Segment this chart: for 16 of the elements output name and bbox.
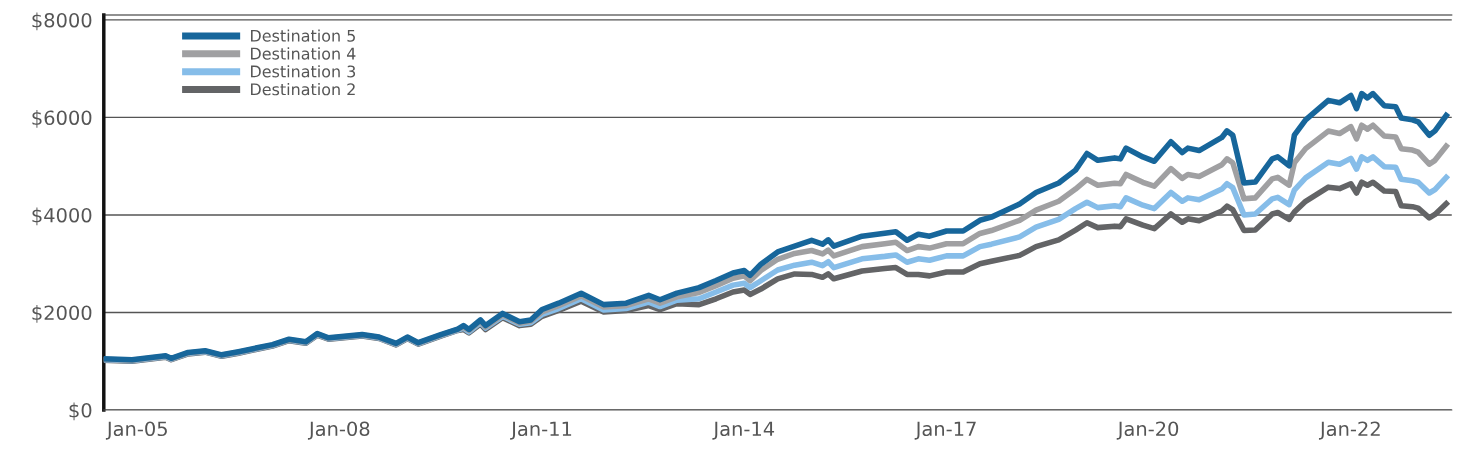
y-tick-label: $6000 — [32, 110, 92, 128]
legend-label: Destination 4 — [251, 47, 356, 60]
x-tick-label: Jan-08 — [307, 421, 370, 440]
y-tick-label: $2000 — [32, 305, 92, 323]
x-tick-label: Jan-14 — [712, 421, 775, 440]
y-tick-label: $0 — [69, 402, 92, 421]
y-tick-label: $4000 — [32, 207, 92, 226]
x-tick-label: Jan-22 — [1318, 421, 1380, 440]
legend-label: Destination 5 — [251, 29, 355, 42]
x-tick-label: Jan-17 — [914, 421, 976, 440]
legend-label: Destination 3 — [251, 65, 356, 78]
legend-label: Destination 2 — [251, 82, 355, 96]
x-tick-label: Jan-05 — [105, 421, 167, 440]
y-tick-label: $8000 — [32, 12, 92, 31]
x-tick-label: Jan-20 — [1116, 421, 1179, 440]
x-tick-label: Jan-11 — [510, 421, 572, 440]
